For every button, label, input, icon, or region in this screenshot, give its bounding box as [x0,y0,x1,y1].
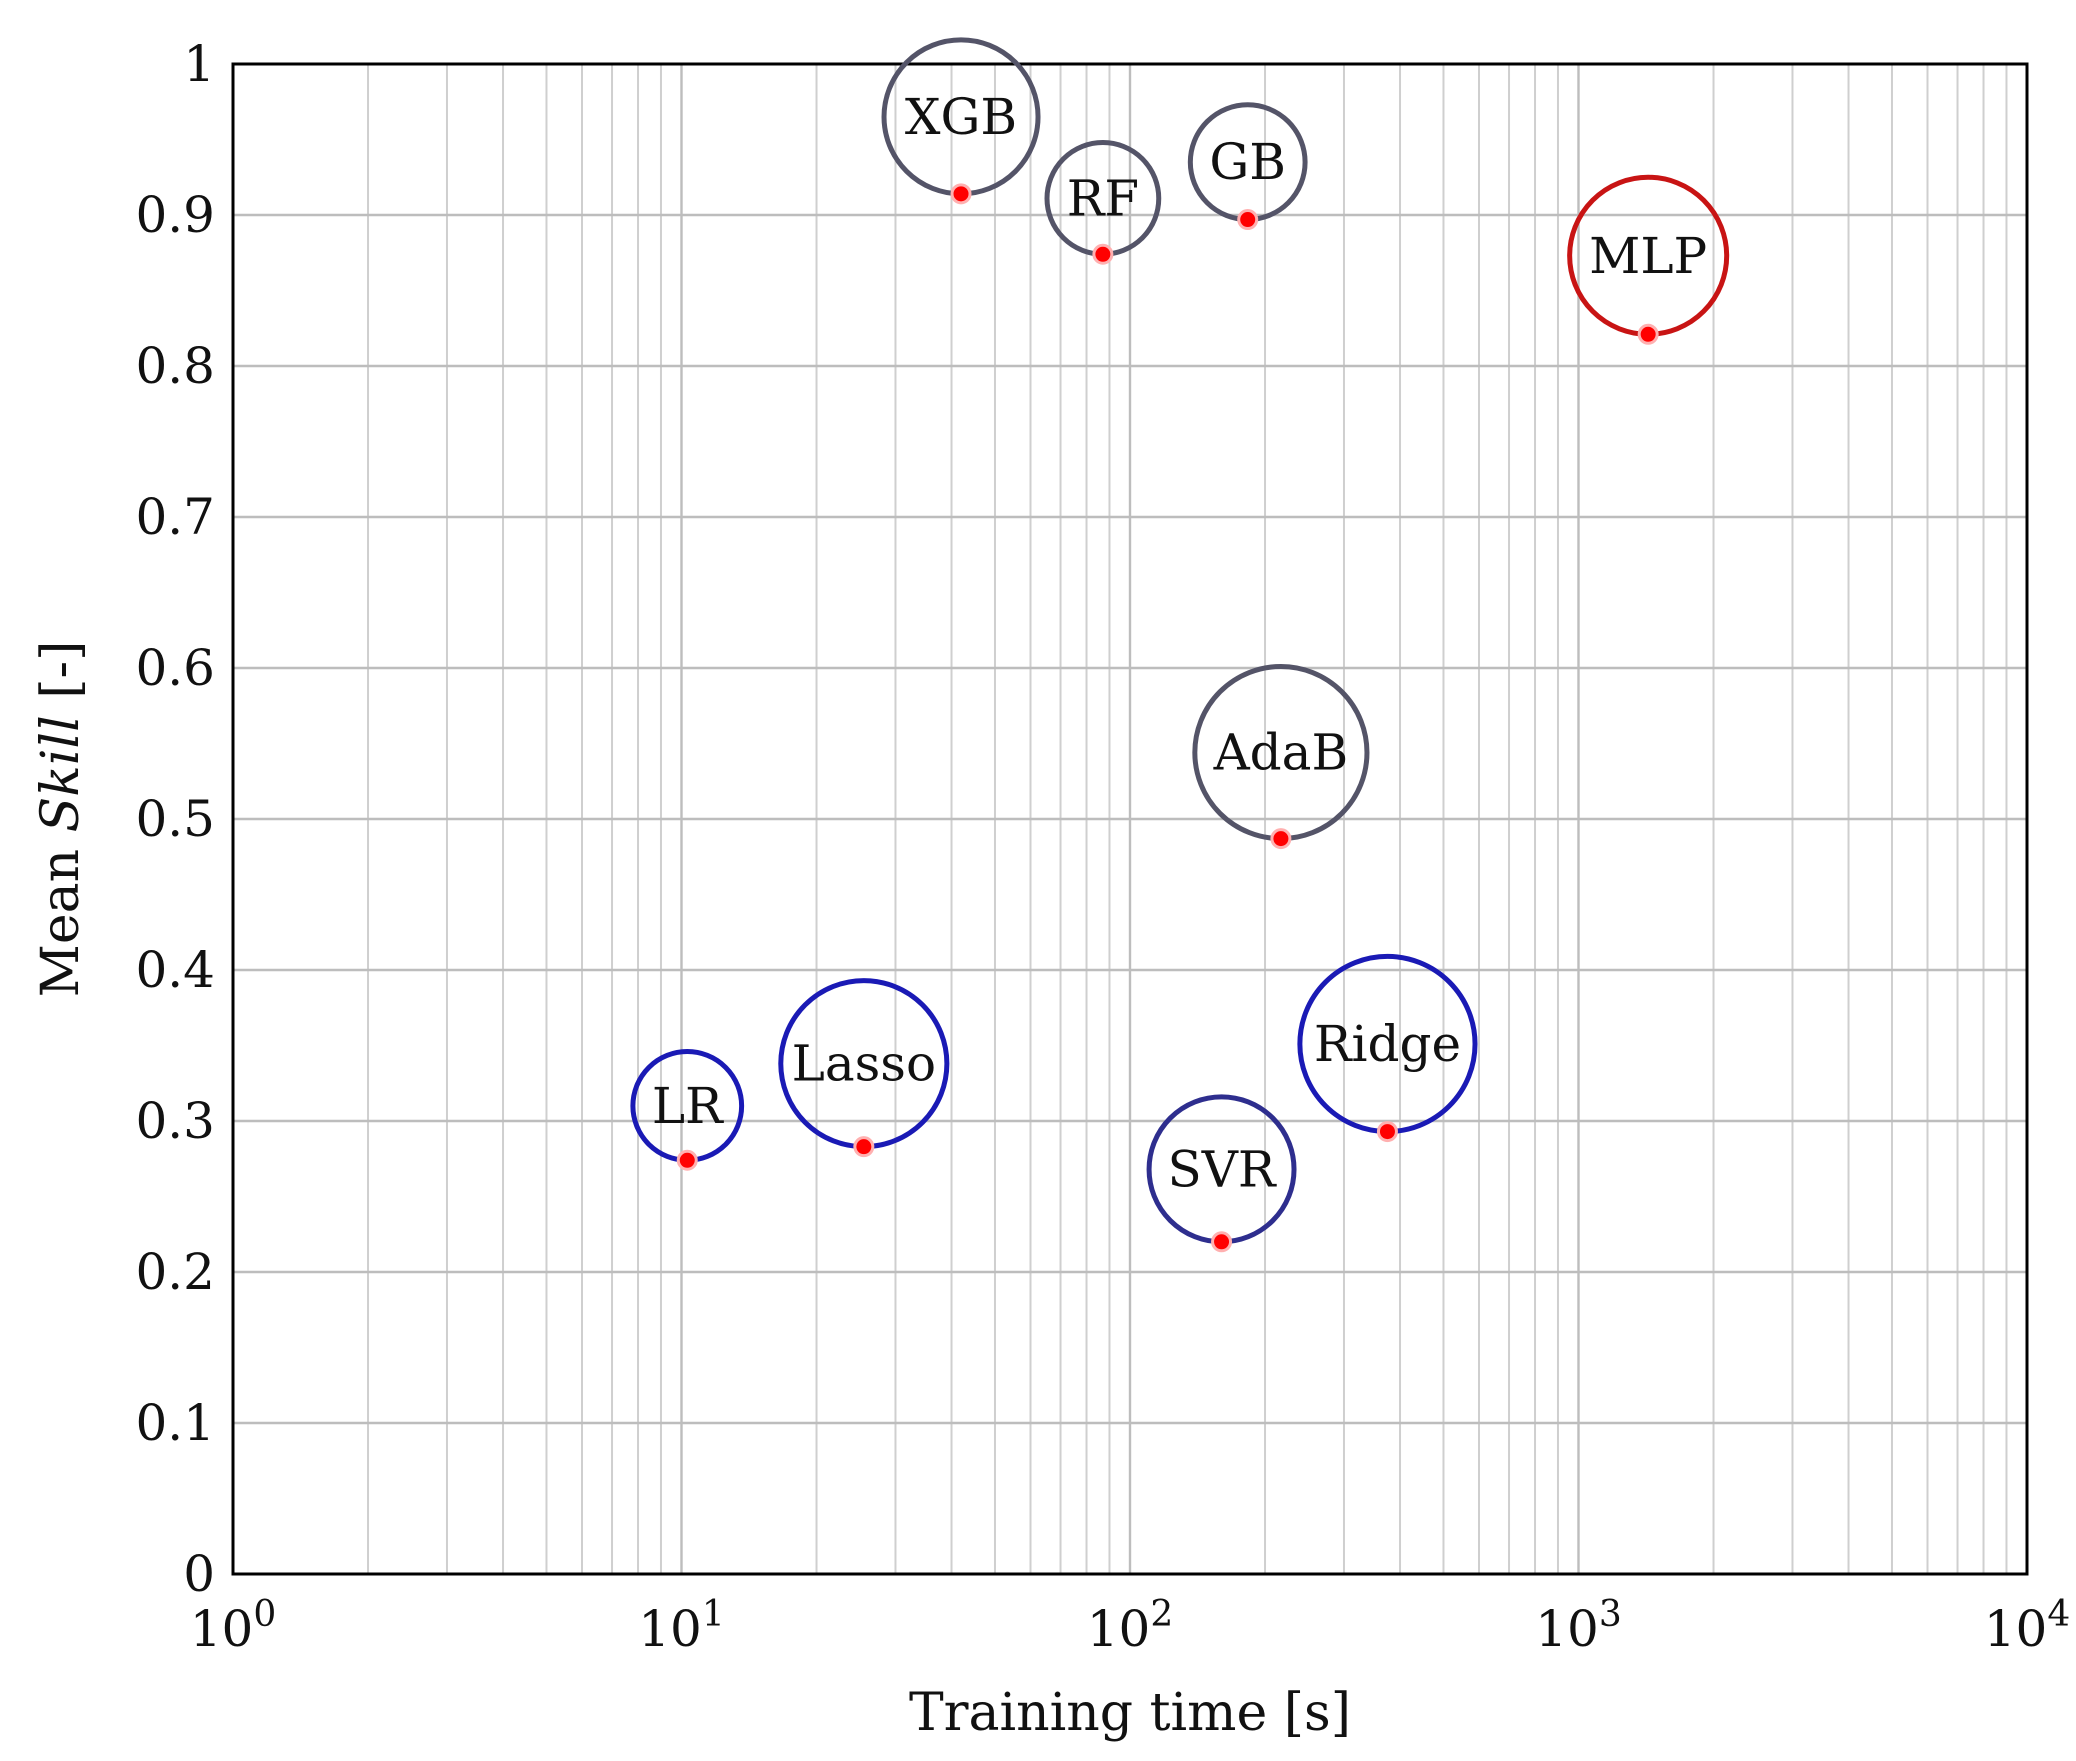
bubble-mlp: MLP [1567,174,1730,345]
data-points: LR Lasso XGB RF SVR GB AdaB Ridge MLP [630,37,1730,1253]
plot-frame [231,62,2029,1576]
data-point-marker [1637,323,1659,345]
bubble-rf: RF [1044,140,1162,265]
data-point-marker [1270,828,1292,850]
data-point-marker [1092,243,1114,265]
y-tick-label: 0.6 [135,639,215,697]
x-tick-label: 103 [1535,1594,1622,1658]
data-point-marker [853,1136,875,1158]
bubble-lasso: Lasso [778,978,950,1158]
y-tick-label: 0 [183,1545,215,1603]
bubble-label: Ridge [1314,1015,1461,1073]
bubble-label: SVR [1168,1140,1277,1198]
data-point-marker [1237,209,1259,231]
bubble-label: MLP [1589,227,1707,285]
bubble-label: XGB [905,88,1017,146]
bubble-svr: SVR [1146,1094,1297,1253]
bubble-gb: GB [1187,102,1308,231]
y-tick-label: 0.4 [135,941,215,999]
bubble-label: RF [1067,169,1139,227]
bubble-label: GB [1209,133,1286,191]
axis-ticks: 0 0.1 0.2 0.3 0.4 0.5 0.6 0.7 0.8 0.9 1 100 101 102 10… [135,35,2070,1658]
grid [231,62,2029,1576]
bubble-adab: AdaB [1192,663,1370,850]
y-tick-label: 0.7 [135,488,215,546]
bubble-label: AdaB [1213,724,1349,782]
y-axis-title: Mean Skill [-] [31,641,91,998]
y-axis-title-suffix: [-] [31,641,91,716]
x-tick-label: 102 [1087,1594,1174,1658]
bubble-ridge: Ridge [1297,953,1478,1143]
x-tick-label: 101 [638,1594,725,1658]
y-axis-title-italic: Skill [31,715,91,832]
y-tick-label: 0.1 [135,1394,215,1452]
x-tick-label: 104 [1984,1594,2071,1658]
data-point-marker [676,1149,698,1171]
data-point-marker [1211,1231,1233,1253]
y-tick-label: 1 [183,35,215,93]
y-tick-label: 0.3 [135,1092,215,1150]
bubble-label: Lasso [792,1035,936,1093]
y-tick-label: 0.5 [135,790,215,848]
y-tick-label: 0.8 [135,337,215,395]
bubble-xgb: XGB [881,37,1041,205]
bubble-label: LR [652,1077,724,1135]
data-point-marker [1376,1121,1398,1143]
bubble-lr: LR [630,1049,745,1171]
x-tick-label: 100 [190,1594,277,1658]
x-axis-title: Training time [s] [909,1683,1351,1743]
data-point-marker [950,183,972,205]
y-tick-label: 0.9 [135,186,215,244]
y-axis-title-prefix: Mean [31,832,91,997]
y-tick-label: 0.2 [135,1243,215,1301]
